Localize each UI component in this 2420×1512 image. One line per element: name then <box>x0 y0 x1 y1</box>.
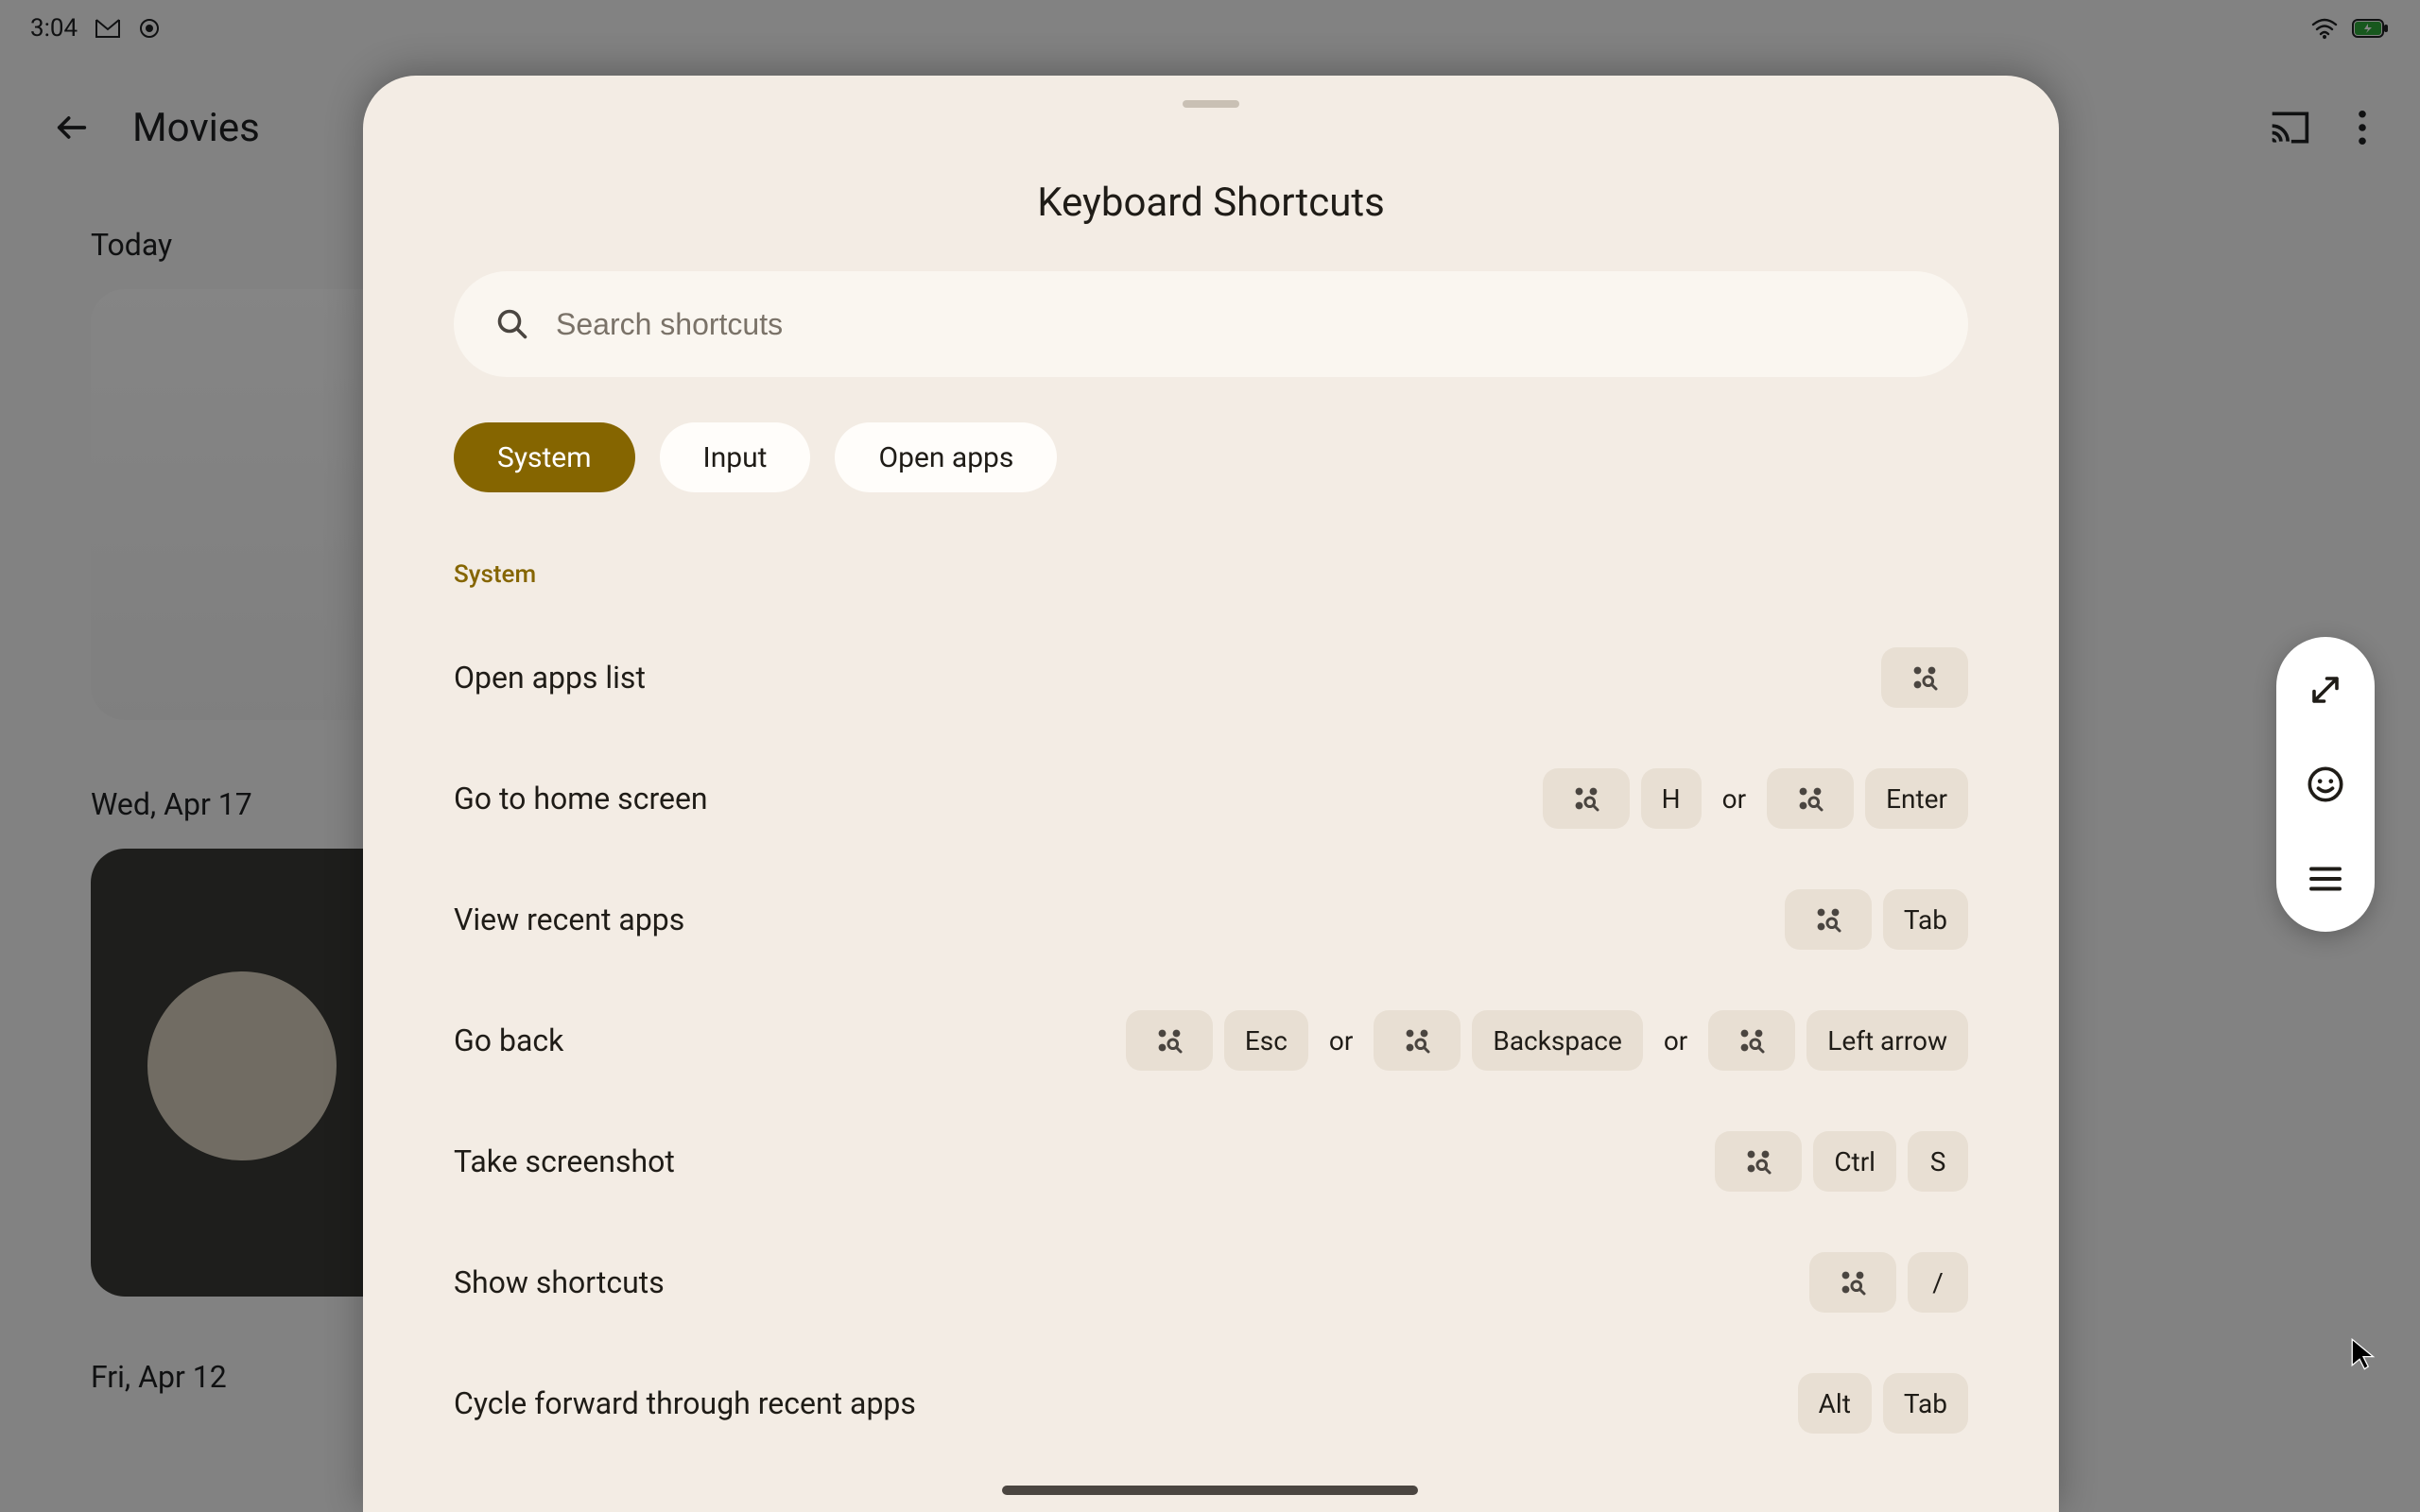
key-esc: Esc <box>1224 1010 1308 1071</box>
meta-key-icon <box>1809 1252 1896 1313</box>
shortcut-row-show-shortcuts: Show shortcuts / <box>454 1222 1968 1343</box>
key-enter: Enter <box>1865 768 1968 829</box>
shortcut-label: Open apps list <box>454 660 646 696</box>
tab-input[interactable]: Input <box>660 422 811 492</box>
section-heading: System <box>454 560 1968 589</box>
shortcut-label: Cycle forward through recent apps <box>454 1385 916 1421</box>
shortcut-label: View recent apps <box>454 902 684 937</box>
key-alt: Alt <box>1798 1373 1872 1434</box>
tabs: System Input Open apps <box>454 422 1968 492</box>
nav-handle[interactable] <box>1002 1486 1418 1495</box>
shortcut-row-recent: View recent apps Tab <box>454 859 1968 980</box>
shortcut-label: Go back <box>454 1022 563 1058</box>
shortcuts-list: Open apps list Go to home screen H or <box>454 617 1968 1464</box>
key-slash: / <box>1908 1252 1968 1313</box>
key-ctrl: Ctrl <box>1813 1131 1896 1192</box>
meta-key-icon <box>1126 1010 1213 1071</box>
shortcut-label: Take screenshot <box>454 1143 675 1179</box>
floating-toolbar <box>2276 637 2375 932</box>
search-icon <box>495 307 529 341</box>
or-text: or <box>1320 1025 1362 1057</box>
shortcut-row-cycle-forward: Cycle forward through recent apps Alt Ta… <box>454 1343 1968 1464</box>
expand-icon[interactable] <box>2305 669 2346 711</box>
meta-key-icon <box>1767 768 1854 829</box>
shortcut-label: Go to home screen <box>454 781 708 816</box>
meta-key-icon <box>1708 1010 1795 1071</box>
shortcut-row-screenshot: Take screenshot Ctrl S <box>454 1101 1968 1222</box>
shortcuts-sheet: Keyboard Shortcuts System Input Open app… <box>363 76 2059 1512</box>
or-text: or <box>1654 1025 1697 1057</box>
meta-key-icon <box>1881 647 1968 708</box>
sheet-title: Keyboard Shortcuts <box>363 180 2059 226</box>
shortcut-row-back: Go back Esc or Backspace or Left arr <box>454 980 1968 1101</box>
tab-open-apps[interactable]: Open apps <box>835 422 1057 492</box>
key-left-arrow: Left arrow <box>1806 1010 1968 1071</box>
or-text: or <box>1713 783 1755 815</box>
key-tab: Tab <box>1883 1373 1968 1434</box>
shortcut-row-open-apps: Open apps list <box>454 617 1968 738</box>
shortcut-label: Show shortcuts <box>454 1264 665 1300</box>
key-s: S <box>1908 1131 1968 1192</box>
shortcut-row-home: Go to home screen H or Enter <box>454 738 1968 859</box>
menu-icon[interactable] <box>2305 858 2346 900</box>
key-tab: Tab <box>1883 889 1968 950</box>
drag-handle[interactable] <box>1183 100 1239 108</box>
meta-key-icon <box>1374 1010 1461 1071</box>
search-field[interactable] <box>454 271 1968 377</box>
key-h: H <box>1641 768 1702 829</box>
meta-key-icon <box>1543 768 1630 829</box>
key-backspace: Backspace <box>1472 1010 1642 1071</box>
meta-key-icon <box>1715 1131 1802 1192</box>
meta-key-icon <box>1785 889 1872 950</box>
search-input[interactable] <box>556 307 1927 342</box>
emoji-icon[interactable] <box>2305 764 2346 805</box>
tab-system[interactable]: System <box>454 422 635 492</box>
